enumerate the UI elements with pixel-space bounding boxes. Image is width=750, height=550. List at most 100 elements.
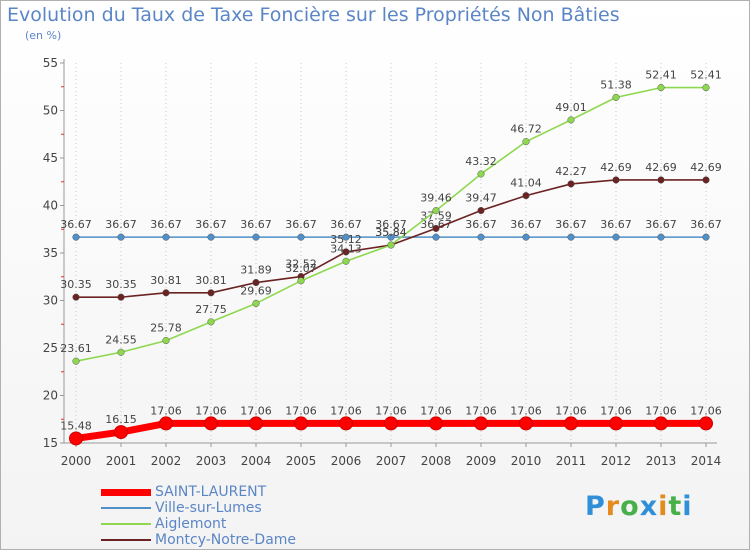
data-point: [612, 176, 620, 184]
x-tick-label: 2005: [286, 454, 317, 468]
y-tick-label: 50: [43, 104, 58, 118]
logo-letter: P: [585, 491, 606, 522]
data-point: [117, 233, 125, 241]
data-point: [567, 116, 575, 124]
data-label: 46.72: [510, 123, 542, 136]
data-point: [252, 278, 260, 287]
data-label: 49.01: [555, 101, 587, 114]
data-point: [702, 84, 710, 92]
y-tick-label: 30: [43, 294, 58, 308]
legend-label: Ville-sur-Lumes: [155, 500, 262, 516]
data-point: [567, 180, 575, 188]
legend-label: Montcy-Notre-Dame: [155, 532, 297, 548]
proxiti-logo: Proxiti: [585, 491, 693, 522]
data-point: [519, 416, 533, 431]
data-label: 36.67: [375, 218, 407, 231]
data-label: 25.78: [150, 322, 182, 335]
data-point: [249, 416, 263, 431]
data-point: [339, 416, 353, 431]
data-label: 17.06: [330, 404, 362, 417]
logo-letter: i: [682, 491, 693, 522]
data-point: [72, 293, 80, 301]
data-label: 42.27: [555, 165, 587, 178]
data-point: [117, 348, 125, 356]
y-tick-label: 55: [43, 56, 58, 70]
data-label: 17.06: [555, 404, 587, 417]
logo-letter: r: [605, 491, 621, 522]
data-point: [612, 93, 620, 101]
data-point: [297, 277, 305, 285]
logo-letter: o: [620, 491, 640, 522]
data-label: 36.67: [555, 218, 587, 231]
data-point: [117, 293, 125, 301]
data-label: 17.06: [645, 404, 677, 417]
data-label: 39.46: [420, 192, 452, 205]
data-point: [564, 416, 578, 431]
logo-letter: i: [658, 491, 669, 522]
data-point: [252, 233, 260, 241]
chart-unit: (en %): [25, 29, 62, 42]
data-label: 17.06: [420, 404, 452, 417]
legend-label: SAINT-LAURENT: [155, 484, 267, 500]
data-point: [522, 138, 530, 146]
x-tick-label: 2003: [196, 454, 227, 468]
y-tick-label: 40: [43, 199, 58, 213]
data-point: [384, 416, 398, 431]
data-label: 42.69: [645, 161, 677, 174]
data-label: 23.61: [60, 342, 92, 355]
x-tick-label: 2002: [151, 454, 182, 468]
data-label: 16.15: [105, 413, 137, 426]
data-point: [657, 233, 665, 241]
data-label: 32.07: [285, 262, 317, 275]
data-point: [429, 416, 443, 431]
data-point: [522, 233, 530, 241]
data-label: 36.67: [510, 218, 542, 231]
x-tick-label: 2010: [511, 454, 542, 468]
data-label: 42.69: [690, 161, 722, 174]
data-point: [567, 233, 575, 241]
x-tick-label: 2013: [646, 454, 677, 468]
data-point: [162, 337, 170, 345]
data-label: 30.81: [150, 274, 182, 287]
y-tick-label: 35: [43, 246, 58, 260]
data-point: [612, 233, 620, 241]
data-point: [522, 192, 530, 200]
x-tick-label: 2011: [556, 454, 587, 468]
data-point: [702, 176, 710, 184]
data-point: [207, 318, 215, 326]
data-label: 36.67: [465, 218, 497, 231]
data-label: 30.35: [105, 278, 137, 291]
data-label: 51.38: [600, 78, 632, 91]
x-tick-label: 2008: [421, 454, 452, 468]
data-point: [162, 233, 170, 241]
data-label: 31.89: [240, 264, 272, 277]
legend-swatch: [101, 507, 151, 509]
x-tick-label: 2012: [601, 454, 632, 468]
data-label: 17.06: [465, 404, 497, 417]
data-label: 17.06: [690, 404, 722, 417]
data-point: [657, 84, 665, 92]
data-point: [474, 416, 488, 431]
x-tick-label: 2006: [331, 454, 362, 468]
x-tick-label: 2014: [691, 454, 722, 468]
data-label: 27.75: [195, 303, 227, 316]
data-label: 30.35: [60, 278, 92, 291]
data-label: 36.67: [60, 218, 92, 231]
data-label: 36.67: [330, 218, 362, 231]
legend-swatch: [101, 539, 151, 541]
data-point: [387, 241, 395, 249]
data-label: 17.06: [285, 404, 317, 417]
data-point: [204, 416, 218, 431]
y-tick-label: 15: [43, 436, 58, 450]
data-label: 29.69: [240, 284, 272, 297]
data-point: [72, 357, 80, 365]
data-point: [477, 233, 485, 241]
data-label: 17.06: [600, 404, 632, 417]
data-label: 42.69: [600, 161, 632, 174]
data-point: [342, 248, 350, 256]
data-label: 36.67: [240, 218, 272, 231]
logo-letter: t: [668, 491, 683, 522]
data-label: 36.67: [645, 218, 677, 231]
chart-title: Evolution du Taux de Taxe Foncière sur l…: [7, 4, 620, 26]
